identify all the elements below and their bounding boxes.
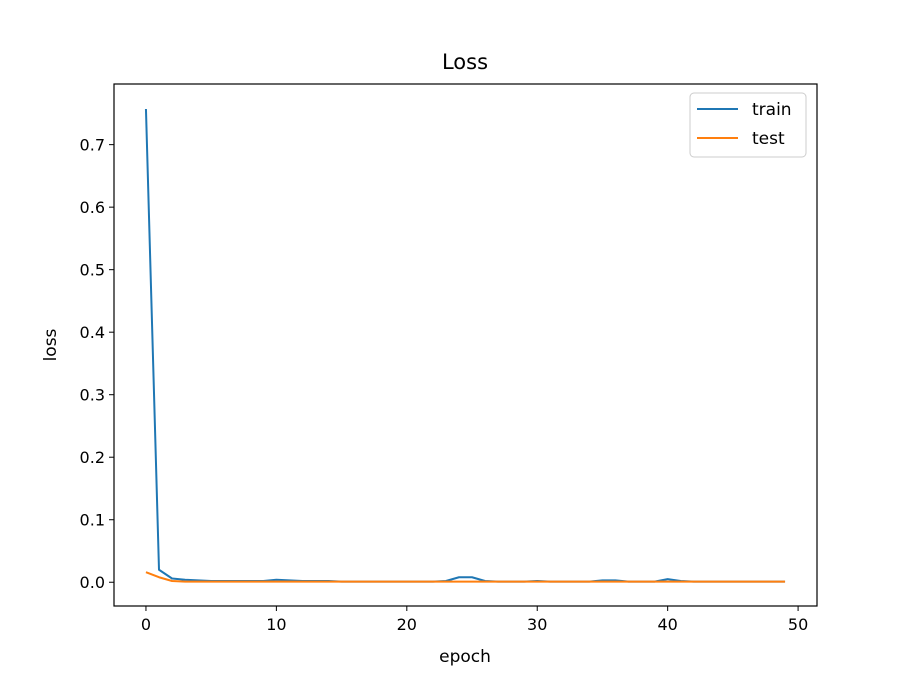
x-tick-label: 50	[788, 615, 808, 634]
y-tick-label: 0.0	[80, 573, 105, 592]
x-axis-label: epoch	[439, 647, 491, 667]
y-axis-label: loss	[41, 328, 61, 361]
x-tick-label: 20	[397, 615, 417, 634]
plot-frame	[113, 83, 818, 607]
legend: train test	[689, 92, 807, 158]
x-tick-label: 10	[266, 615, 286, 634]
y-tick-label: 0.5	[80, 261, 105, 280]
tick-layer: 0 10 20 30 40 50 0.0 0.1 0.2 0.3 0.4 0.5 0.6 0.7	[80, 136, 809, 634]
y-tick-label: 0.1	[80, 511, 105, 530]
x-tick-label: 0	[141, 615, 151, 634]
y-tick-label: 0.2	[80, 448, 105, 467]
y-tick-label: 0.3	[80, 386, 105, 405]
series-line-test	[145, 571, 786, 583]
legend-label-train: train	[752, 100, 792, 120]
chart-title: Loss	[442, 50, 488, 74]
legend-label-test: test	[752, 129, 785, 149]
series-layer	[144, 108, 786, 583]
x-tick-label: 30	[527, 615, 547, 634]
y-tick-label: 0.7	[80, 136, 105, 155]
y-tick-label: 0.6	[80, 198, 105, 217]
x-tick-label: 40	[657, 615, 677, 634]
y-tick-label: 0.4	[80, 323, 105, 342]
